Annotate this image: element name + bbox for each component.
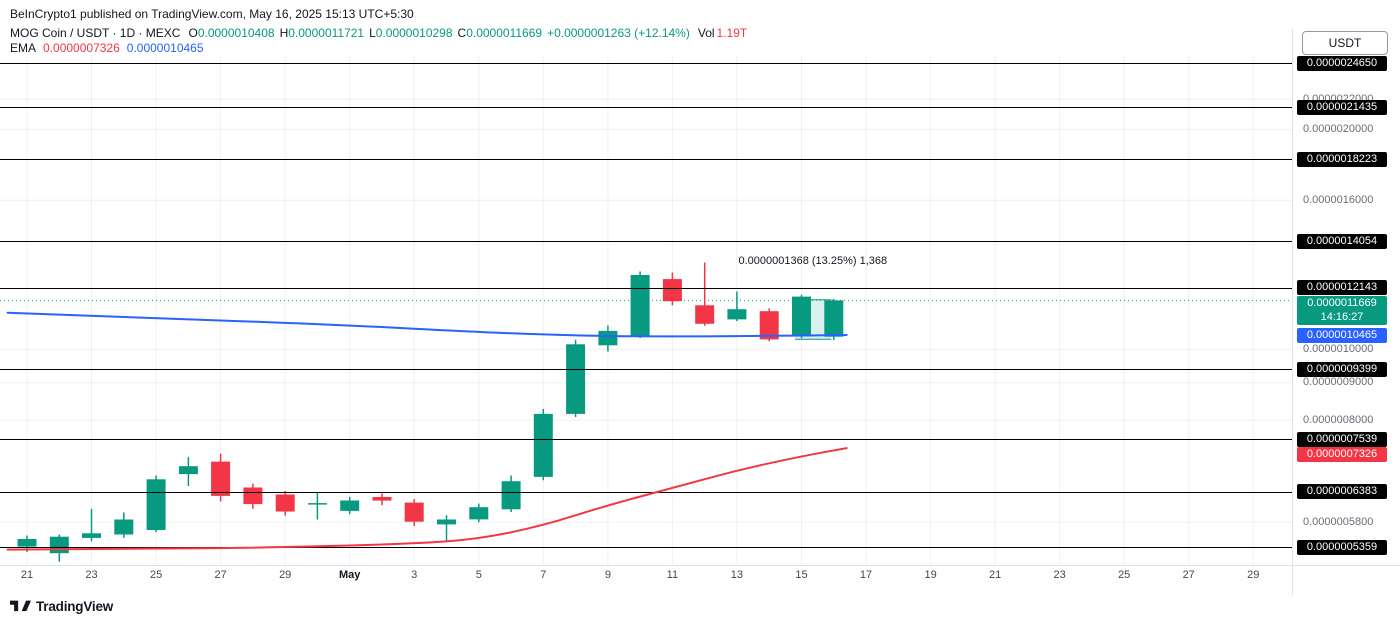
- measure-annotation: 0.0000001368 (13.25%) 1,368: [738, 254, 888, 267]
- candle-body: [501, 481, 521, 510]
- open-value: 0.0000010408: [197, 26, 275, 40]
- candles-series: [17, 262, 844, 562]
- time-tick-label: 29: [1247, 569, 1260, 581]
- candle-body: [49, 536, 69, 554]
- time-tick-label: 27: [1182, 569, 1195, 581]
- close-value: 0.0000011669: [466, 26, 543, 40]
- high-label: H: [279, 26, 289, 40]
- time-tick-label: 5: [475, 569, 482, 581]
- candle-body: [146, 479, 166, 530]
- price-grid-label: 0.0000008000: [1303, 413, 1374, 426]
- time-tick-label: 21: [20, 569, 34, 581]
- candle-body: [307, 503, 327, 505]
- candle-body: [695, 305, 715, 324]
- candle-body: [404, 502, 424, 522]
- candle-body: [17, 539, 37, 547]
- open-label: O: [188, 26, 198, 40]
- time-tick-label: 9: [604, 569, 611, 581]
- ema-price-badge: 0.0000007326: [1297, 447, 1387, 462]
- last-price-value: 0.0000011669: [1307, 296, 1377, 309]
- legend-ohlc-row: MOG Coin / USDT · 1D · MEXC O0.0000010408…: [10, 26, 747, 41]
- price-level-badge: 0.0000021435: [1297, 100, 1387, 115]
- high-value: 0.0000011721: [288, 26, 365, 40]
- volume-label: Vol: [697, 26, 715, 40]
- ema-line-red: [6, 447, 848, 551]
- symbol-title[interactable]: MOG Coin / USDT · 1D · MEXC: [10, 26, 181, 40]
- currency-toggle-button[interactable]: USDT: [1302, 31, 1388, 55]
- ema-line-blue: [6, 311, 848, 338]
- candle-body: [662, 279, 682, 302]
- candle-body: [82, 533, 101, 538]
- time-tick-label: 19: [924, 569, 937, 581]
- publisher-line: BeInCrypto1 published on TradingView.com…: [10, 7, 414, 21]
- price-level-badge: 0.0000005359: [1297, 539, 1387, 555]
- candle-body: [630, 275, 650, 337]
- change-value: +0.0000001263 (+12.14%): [547, 26, 690, 40]
- candle-body: [824, 300, 844, 337]
- time-axis[interactable]: 21 23 25 27 29 May 3 5 7 9 11 13 15 17 19 21 23 25 27 29: [0, 569, 1292, 589]
- candle-body: [340, 500, 360, 511]
- price-level-badge: 0.0000012143: [1297, 280, 1387, 296]
- time-tick-label: 23: [1053, 569, 1066, 581]
- price-level-badge: 0.0000024650: [1297, 55, 1387, 71]
- time-tick-label: 29: [279, 569, 292, 581]
- price-grid-label: 0.0000010000: [1303, 342, 1374, 355]
- candle-body: [727, 309, 747, 320]
- candle-body: [275, 494, 295, 512]
- candle-body: [566, 344, 586, 414]
- price-grid-label: 0.0000009000: [1303, 376, 1374, 389]
- price-level-badge: 0.0000006383: [1297, 484, 1387, 500]
- tradingview-logo-icon: [10, 600, 31, 612]
- candle-body: [372, 497, 392, 501]
- candle-body: [211, 461, 231, 496]
- candle-body: [437, 519, 456, 525]
- price-grid-label: 0.0000016000: [1303, 193, 1374, 206]
- time-tick-label: 11: [666, 569, 679, 581]
- price-level-badge: 0.0000009399: [1297, 361, 1387, 377]
- time-tick-label: 3: [411, 569, 418, 581]
- low-label: L: [369, 26, 376, 40]
- chart-legend: MOG Coin / USDT · 1D · MEXC O0.0000010408…: [10, 26, 747, 56]
- ema-slow-value: 0.0000010465: [126, 41, 204, 55]
- candle-body: [792, 296, 811, 337]
- candle-body: [759, 311, 779, 340]
- time-tick-label: 15: [795, 569, 808, 581]
- price-axis[interactable]: 0.0000022000 0.0000020000 0.0000016000 0.00…: [1292, 0, 1400, 596]
- time-tick-label: 25: [149, 569, 163, 581]
- candle-body: [598, 330, 618, 346]
- price-level-badge: 0.0000018223: [1297, 151, 1387, 167]
- tradingview-watermark[interactable]: TradingView: [10, 598, 113, 615]
- price-level-badge: 0.0000007539: [1297, 431, 1387, 447]
- time-tick-label: 7: [540, 569, 547, 581]
- time-tick-label: 25: [1118, 569, 1131, 581]
- time-tick-label: 27: [214, 569, 227, 581]
- bar-countdown: 14:16:27: [1320, 310, 1364, 323]
- last-price-badge: 0.0000011669 14:16:27: [1297, 295, 1387, 325]
- time-tick-label: 13: [730, 569, 744, 581]
- candle-body: [114, 519, 134, 535]
- volume-value: 1.19T: [716, 26, 748, 40]
- candle-body: [178, 466, 198, 475]
- price-grid-label: 0.0000005800: [1303, 515, 1374, 528]
- time-tick-label: 17: [859, 569, 873, 581]
- low-value: 0.0000010298: [375, 26, 453, 40]
- legend-ema-row: EMA 0.0000007326 0.0000010465: [10, 41, 747, 56]
- price-grid-label: 0.0000020000: [1303, 123, 1374, 135]
- time-tick-label: May: [338, 569, 361, 581]
- tradingview-brand-text: TradingView: [36, 599, 114, 614]
- ema-indicator-label[interactable]: EMA: [10, 41, 37, 55]
- ema-fast-value: 0.0000007326: [43, 41, 120, 55]
- candle-body: [533, 413, 553, 477]
- ema-price-badge: 0.0000010465: [1297, 327, 1387, 343]
- price-level-badge: 0.0000014054: [1297, 233, 1387, 249]
- candle-body: [243, 487, 263, 505]
- close-label: C: [457, 26, 467, 40]
- time-tick-label: 21: [988, 569, 1002, 581]
- candle-body: [469, 507, 489, 520]
- time-tick-label: 23: [85, 569, 98, 581]
